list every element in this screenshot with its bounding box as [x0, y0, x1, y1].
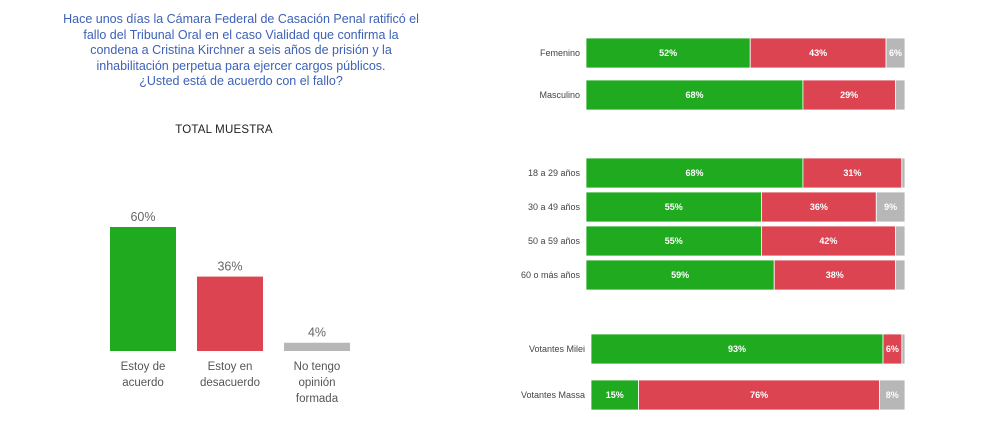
segment-disagree — [761, 191, 877, 223]
segment-value-label: 6% — [886, 344, 899, 354]
segment-value-label: 42% — [819, 236, 837, 246]
segment-agree — [585, 259, 775, 291]
bar-agree — [110, 227, 176, 351]
total-sample-title: TOTAL MUESTRA — [175, 124, 273, 136]
segment-value-label: 8% — [886, 390, 899, 400]
bar-value-label: 60% — [130, 210, 155, 224]
question-line: fallo del Tribunal Oral en el caso Viali… — [83, 27, 399, 42]
segment-disagree — [802, 157, 903, 189]
bar-value-label: 36% — [217, 260, 242, 274]
segment-value-label: 55% — [665, 202, 683, 212]
segment-no-opinion — [885, 37, 906, 69]
segment-no-opinion — [895, 79, 906, 111]
segment-no-opinion — [895, 225, 906, 257]
segment-value-label: 52% — [659, 48, 677, 58]
row-label: Votantes Milei — [529, 344, 585, 354]
bar-value-label: 4% — [308, 326, 326, 340]
segment-value-label: 9% — [884, 202, 897, 212]
segment-disagree — [638, 379, 881, 411]
segment-agree — [585, 225, 762, 257]
segment-agree — [585, 79, 804, 111]
segment-value-label: 31% — [843, 168, 861, 178]
segment-value-label: 38% — [826, 270, 844, 280]
question-line: Hace unos días la Cámara Federal de Casa… — [63, 12, 419, 26]
segment-no-opinion — [901, 333, 906, 365]
segment-no-opinion — [875, 191, 906, 223]
segment-value-label: 55% — [665, 236, 683, 246]
segment-value-label: 68% — [685, 90, 703, 100]
question-text: Hace unos días la Cámara Federal de Casa… — [52, 12, 430, 90]
segment-value-label: 36% — [810, 202, 828, 212]
category-label: Estoy en — [208, 361, 253, 373]
segment-value-label: 15% — [606, 390, 624, 400]
category-label: desacuerdo — [200, 377, 260, 389]
segment-value-label: 76% — [750, 390, 768, 400]
segment-value-label: 68% — [685, 168, 703, 178]
category-label: formada — [296, 393, 339, 405]
bar-no-opinion — [284, 342, 350, 351]
segment-value-label: 29% — [840, 90, 858, 100]
category-label: No tengo — [294, 361, 341, 373]
segment-disagree — [773, 259, 896, 291]
row-label: 60 o más años — [521, 270, 581, 280]
segment-value-label: 93% — [728, 344, 746, 354]
row-label: 18 a 29 años — [528, 168, 581, 178]
segment-value-label: 43% — [809, 48, 827, 58]
segment-no-opinion — [895, 259, 906, 291]
row-label: 30 a 49 años — [528, 202, 581, 212]
segment-agree — [585, 157, 804, 189]
segment-no-opinion — [879, 379, 906, 411]
category-label: Estoy de — [121, 361, 166, 373]
segment-agree — [590, 333, 884, 365]
segment-agree — [585, 191, 762, 223]
segment-value-label: 59% — [671, 270, 689, 280]
row-label: Masculino — [539, 90, 580, 100]
bar-disagree — [197, 276, 263, 351]
row-label: 50 a 59 años — [528, 236, 581, 246]
row-label: Femenino — [540, 48, 580, 58]
segment-value-label: 6% — [889, 48, 902, 58]
category-label: opinión — [298, 377, 335, 389]
question-line: inhabilitación perpetua para ejercer car… — [96, 58, 386, 73]
segment-no-opinion — [901, 157, 906, 189]
question-line: ¿Usted está de acuerdo con el fallo? — [139, 74, 343, 88]
segment-disagree — [802, 79, 896, 111]
category-label: acuerdo — [122, 377, 164, 389]
row-label: Votantes Massa — [521, 390, 585, 400]
question-line: condena a Cristina Kirchner a seis años … — [90, 43, 392, 57]
segment-disagree — [761, 225, 896, 257]
